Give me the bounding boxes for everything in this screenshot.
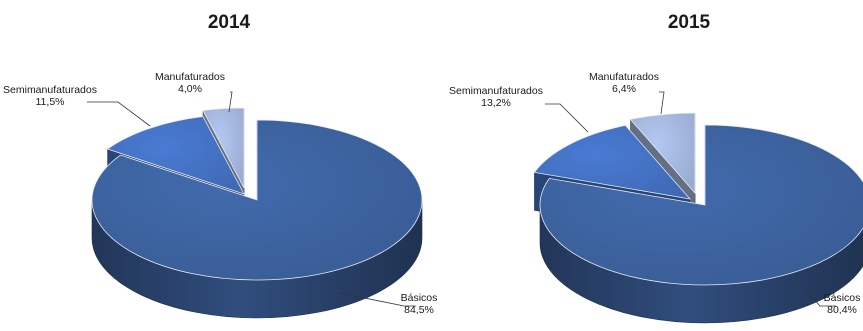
pie-slice-básicos bbox=[91, 119, 423, 319]
leader-line bbox=[805, 290, 836, 307]
pie-slice-top bbox=[91, 119, 423, 281]
slice-label-name: Básicos bbox=[824, 292, 861, 304]
pie-slice-top bbox=[202, 107, 245, 189]
leader-line bbox=[87, 101, 151, 127]
pie-slice-top bbox=[539, 124, 863, 286]
pie-slice-top bbox=[106, 116, 245, 195]
slice-label-name: Básicos bbox=[401, 292, 438, 304]
leader-line bbox=[228, 91, 233, 113]
leader-line bbox=[659, 91, 665, 115]
slice-label-name: Manufaturados bbox=[155, 71, 225, 83]
slice-label-name: Manufaturados bbox=[589, 71, 659, 83]
slice-label-value: 4,0% bbox=[178, 83, 202, 95]
pie-slice-top bbox=[629, 112, 696, 195]
pie-slice-básicos bbox=[539, 124, 863, 324]
slice-label-value: 6,4% bbox=[612, 83, 636, 95]
slice-label-value: 11,5% bbox=[36, 96, 65, 108]
leader-line bbox=[339, 292, 416, 307]
slice-label-name: Semimanufaturados bbox=[449, 85, 543, 97]
leader-line bbox=[545, 103, 589, 133]
slice-label-value: 13,2% bbox=[481, 97, 511, 109]
chart-title: 2014 bbox=[208, 12, 251, 33]
chart-title: 2015 bbox=[668, 12, 711, 33]
slice-label-value: 84,5% bbox=[404, 304, 434, 316]
slice-label-name: Semimanufaturados bbox=[3, 84, 97, 96]
pie-slice-top bbox=[533, 124, 692, 200]
slice-label-value: 80,4% bbox=[827, 304, 857, 316]
